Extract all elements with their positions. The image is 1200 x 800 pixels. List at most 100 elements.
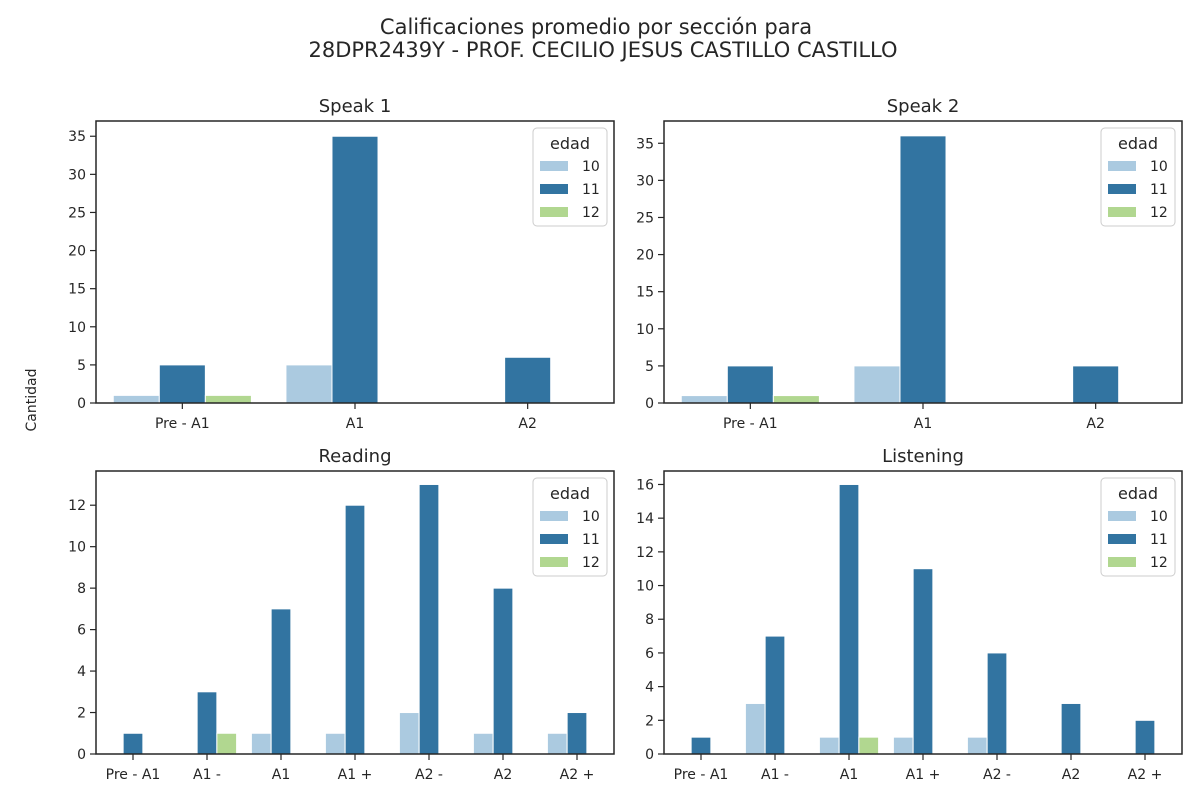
subplot-title: Listening xyxy=(882,446,964,467)
bar xyxy=(680,395,728,404)
y-tick-label: 30 xyxy=(68,167,86,183)
bar xyxy=(858,736,880,755)
bar xyxy=(331,135,379,404)
bar xyxy=(726,365,774,404)
bar xyxy=(1072,365,1120,404)
legend-title: edad xyxy=(1118,484,1158,503)
y-tick-label: 10 xyxy=(636,322,654,338)
y-tick-label: 20 xyxy=(636,248,654,264)
axes-frame xyxy=(663,470,1183,755)
legend: edad 10 11 12 xyxy=(532,127,608,227)
y-tick-label: 12 xyxy=(636,545,654,561)
legend-swatch xyxy=(1108,511,1136,521)
x-tick-label: A1 xyxy=(346,416,364,432)
subplot-3: 0 2 4 6 8 10 12 Pre - A1 A1 - A1 A1 + A2 - A2 A2 + Rea… xyxy=(68,446,615,783)
x-tick-label: A2 xyxy=(1086,416,1104,432)
bar xyxy=(1060,702,1082,755)
legend-label: 12 xyxy=(1150,205,1168,221)
legend: edad 10 11 12 xyxy=(1100,477,1176,577)
y-tick-label: 10 xyxy=(68,540,86,556)
legend: edad 10 11 12 xyxy=(1100,127,1176,227)
x-tick-label: Pre - A1 xyxy=(155,416,210,432)
bar xyxy=(892,736,914,755)
x-tick-label: A1 xyxy=(840,767,858,783)
legend-swatch xyxy=(1108,184,1136,194)
axes-frame xyxy=(95,120,615,404)
legend-swatch xyxy=(540,207,568,217)
legend-swatch xyxy=(1108,534,1136,544)
legend-label: 11 xyxy=(1150,182,1168,198)
bar xyxy=(216,732,238,755)
bar xyxy=(764,635,786,755)
legend-box xyxy=(1100,127,1176,227)
legend: edad 10 11 12 xyxy=(532,477,608,577)
bar xyxy=(250,732,272,755)
bar xyxy=(1134,719,1156,755)
legend-swatch xyxy=(1108,207,1136,217)
legend-label: 11 xyxy=(582,182,600,198)
bar xyxy=(899,135,947,404)
x-tick-label: A2 + xyxy=(1128,767,1163,783)
x-tick-label: Pre - A1 xyxy=(106,767,161,783)
legend-label: 12 xyxy=(582,205,600,221)
y-tick-label: 0 xyxy=(645,396,654,412)
y-tick-label: 16 xyxy=(636,477,654,493)
legend-swatch xyxy=(540,534,568,544)
y-tick-label: 14 xyxy=(636,511,654,527)
y-tick-label: 12 xyxy=(68,498,86,514)
y-tick-label: 35 xyxy=(636,136,654,152)
x-tick-label: Pre - A1 xyxy=(674,767,729,783)
subplot-4: 0 2 4 6 8 10 12 14 16 Pre - A1 A1 - A1 A1 + A2 - A2 A2 … xyxy=(636,446,1183,783)
bar xyxy=(398,712,420,755)
subplot-1: 0 5 10 15 20 25 30 35 Pre - A1 A1 A2 Speak 1 edad 10 1… xyxy=(68,96,615,432)
y-tick-label: 2 xyxy=(77,706,86,722)
bar xyxy=(158,364,206,404)
bar xyxy=(853,365,901,404)
bar xyxy=(772,395,820,404)
bar xyxy=(966,736,988,755)
subplot-title: Speak 1 xyxy=(319,96,392,117)
bar xyxy=(112,394,160,404)
legend-swatch xyxy=(1108,161,1136,171)
figure-title-line2: 28DPR2439Y - PROF. CECILIO JESUS CASTILL… xyxy=(308,38,897,62)
axes-frame xyxy=(95,470,615,755)
y-tick-label: 15 xyxy=(636,285,654,301)
x-tick-label: A1 xyxy=(914,416,932,432)
y-tick-label: 5 xyxy=(645,359,654,375)
legend-title: edad xyxy=(550,484,590,503)
legend-swatch xyxy=(540,184,568,194)
y-axis-label: Cantidad xyxy=(24,369,40,432)
bar xyxy=(818,736,840,755)
y-tick-label: 10 xyxy=(68,320,86,336)
y-tick-label: 8 xyxy=(645,612,654,628)
legend-box xyxy=(1100,477,1176,577)
legend-swatch xyxy=(540,161,568,171)
bar xyxy=(285,364,333,404)
x-tick-label: A1 - xyxy=(193,767,221,783)
legend-label: 11 xyxy=(1150,532,1168,548)
y-tick-label: 4 xyxy=(645,680,654,696)
bar xyxy=(270,608,292,755)
y-tick-label: 0 xyxy=(645,747,654,763)
y-tick-label: 15 xyxy=(68,282,86,298)
y-tick-label: 5 xyxy=(77,358,86,374)
axes-frame xyxy=(663,120,1183,404)
legend-title: edad xyxy=(1118,134,1158,153)
x-tick-label: Pre - A1 xyxy=(723,416,778,432)
x-tick-label: A1 - xyxy=(761,767,789,783)
bar xyxy=(472,732,494,755)
y-tick-label: 20 xyxy=(68,244,86,260)
legend-box xyxy=(532,127,608,227)
x-tick-label: A1 + xyxy=(906,767,941,783)
legend-label: 12 xyxy=(1150,555,1168,571)
figure-title-line1: Calificaciones promedio por sección para xyxy=(380,15,812,39)
legend-label: 10 xyxy=(582,159,600,175)
legend-label: 10 xyxy=(582,509,600,525)
bar xyxy=(122,732,144,755)
legend-label: 11 xyxy=(582,532,600,548)
y-tick-label: 6 xyxy=(77,623,86,639)
subplot-2: 0 5 10 15 20 25 30 35 Pre - A1 A1 A2 Speak 2 edad 10 1… xyxy=(636,96,1183,432)
x-tick-label: A2 - xyxy=(983,767,1011,783)
